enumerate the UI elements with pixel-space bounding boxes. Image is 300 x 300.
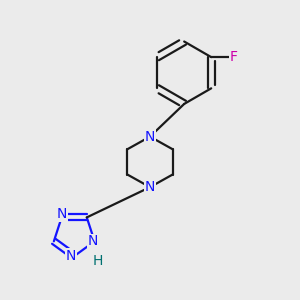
Text: H: H bbox=[92, 254, 103, 268]
Text: N: N bbox=[56, 207, 67, 221]
Text: F: F bbox=[230, 50, 238, 64]
Text: N: N bbox=[66, 249, 76, 263]
Text: N: N bbox=[88, 234, 98, 248]
Text: N: N bbox=[145, 180, 155, 194]
Text: N: N bbox=[145, 130, 155, 144]
